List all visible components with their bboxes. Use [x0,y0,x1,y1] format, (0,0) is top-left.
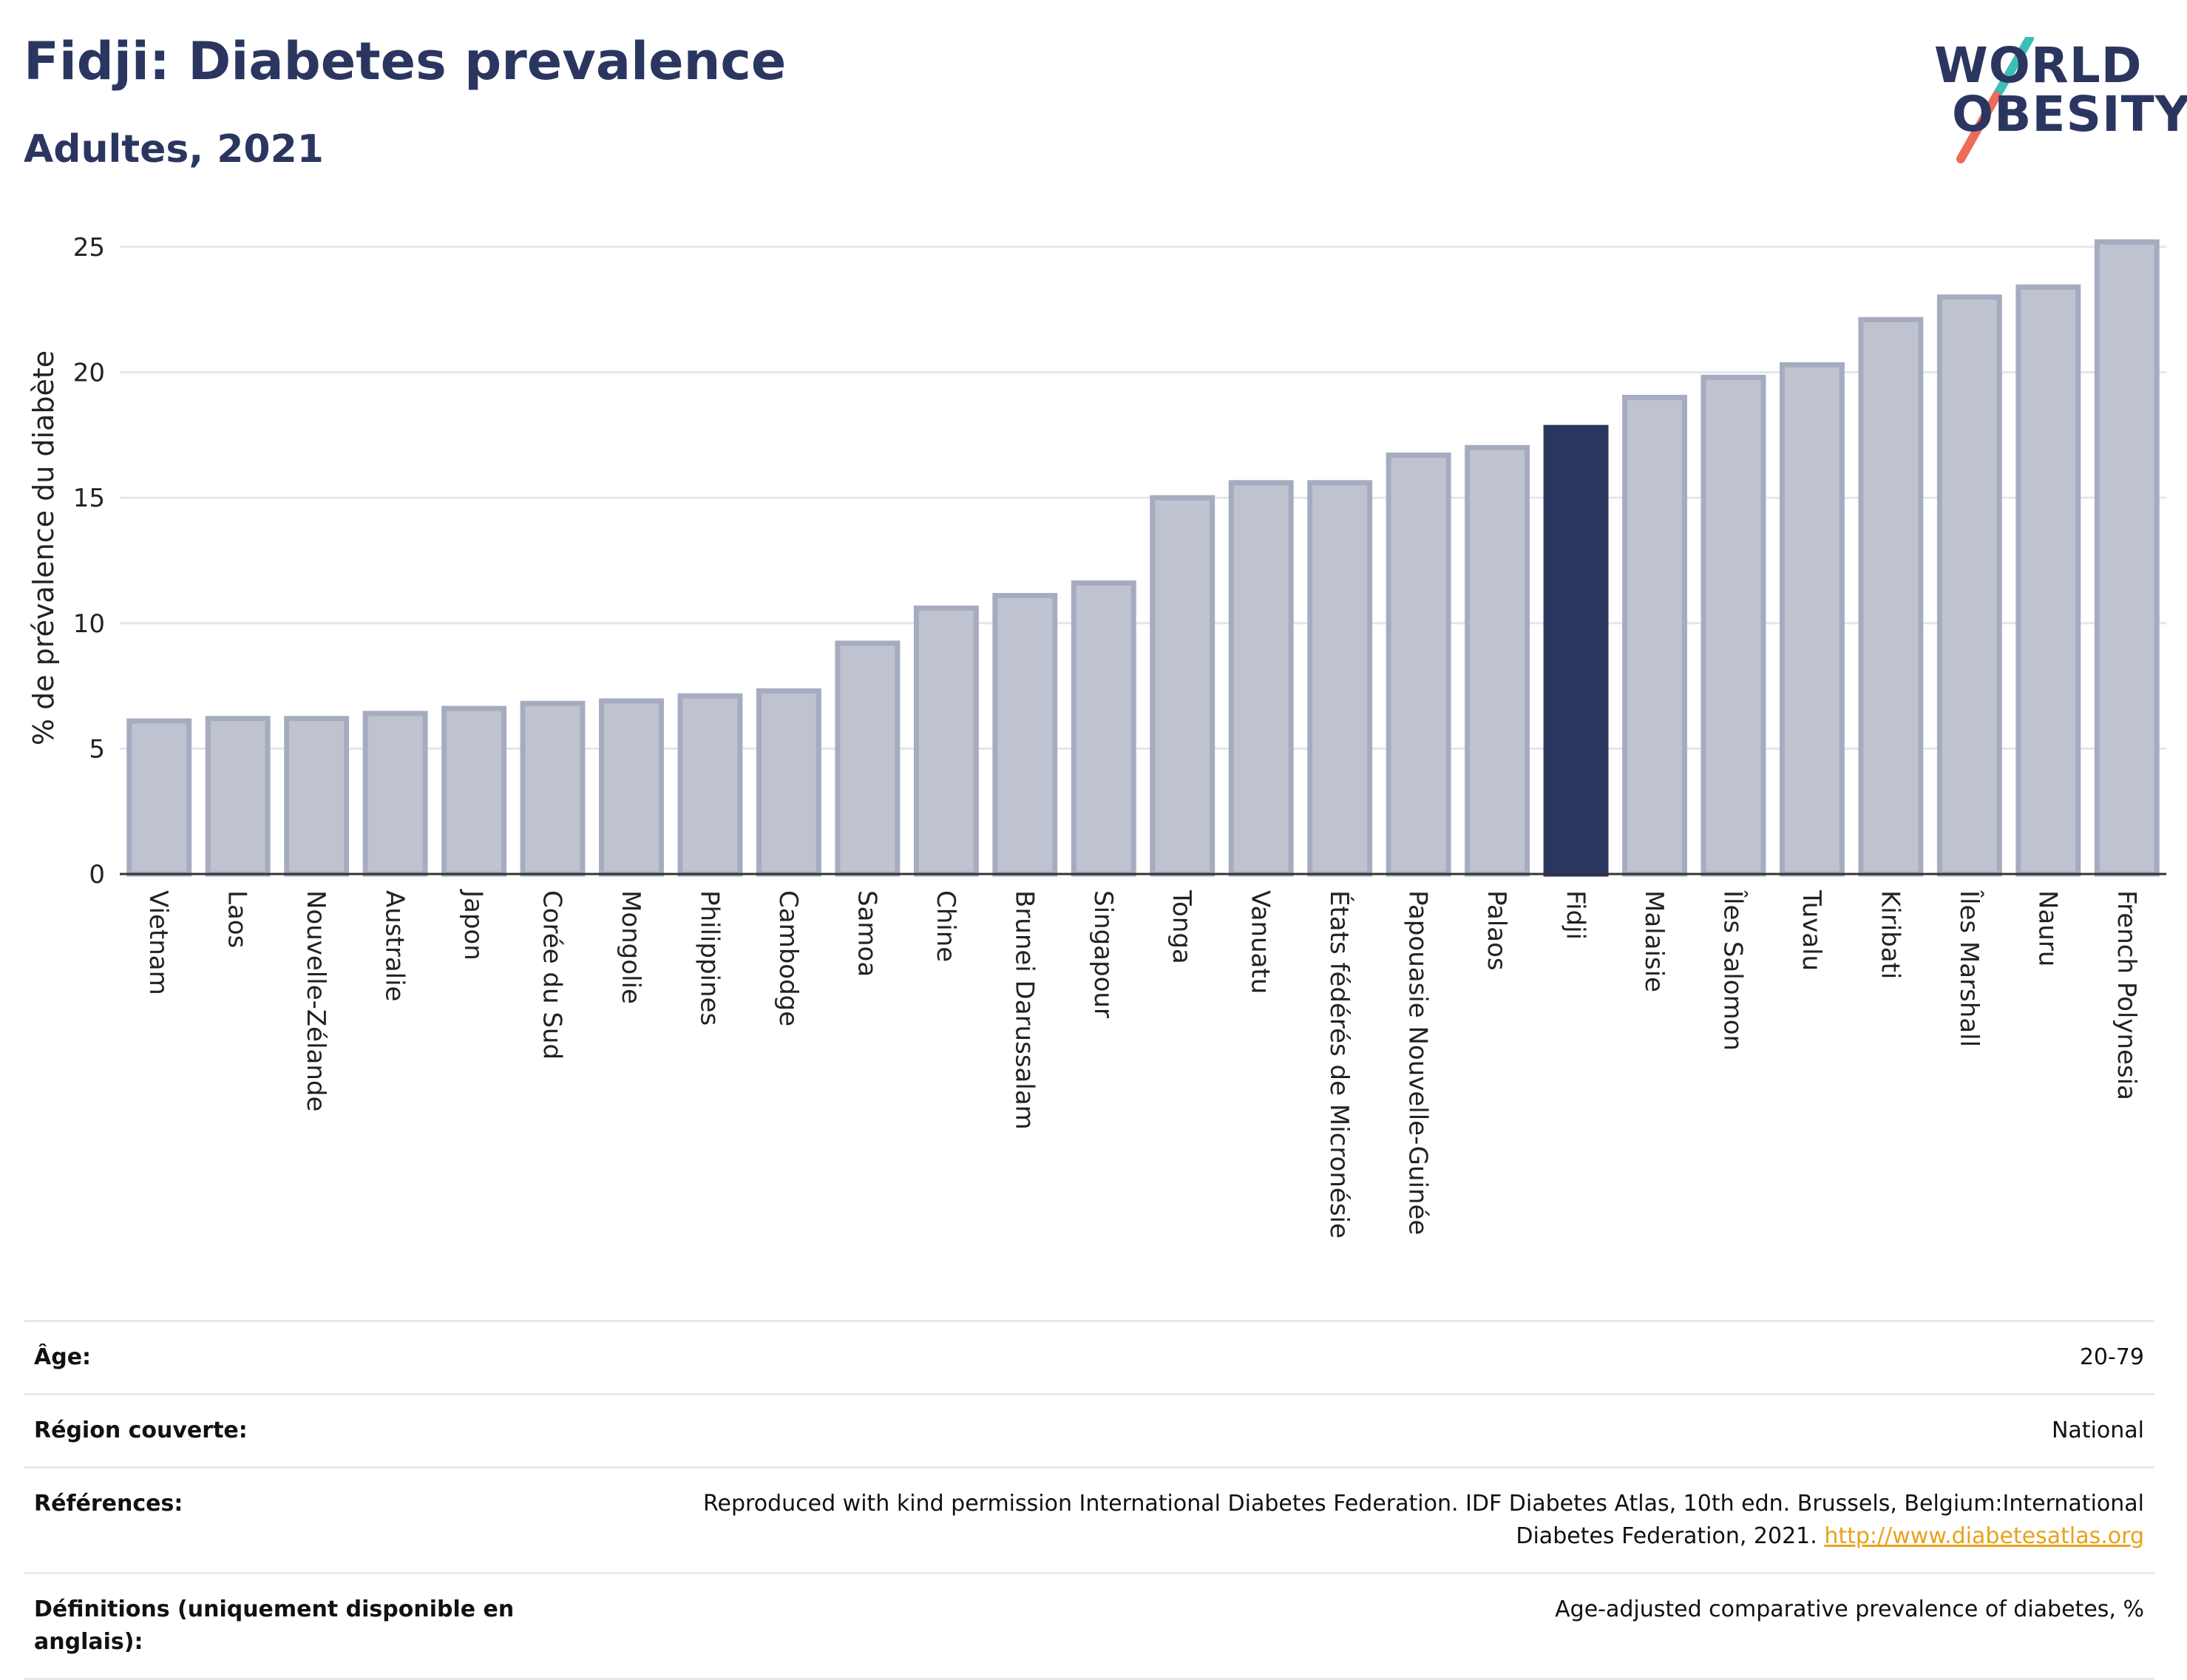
world-obesity-logo: WORLD OBESITY [1930,37,2187,163]
x-tick-label: Tuvalu [1797,890,1826,971]
bar [599,698,664,877]
x-tick-label: Mongolie [616,890,645,1004]
page-title: Fidji: Diabetes prevalence [24,31,787,92]
x-tick-label: Vietnam [143,890,173,995]
bar [284,716,350,877]
bar [1779,362,1845,877]
y-tick-label: 5 [89,734,105,764]
x-tick-label: Tonga [1167,890,1196,964]
bar [1465,444,1530,877]
page-subtitle: Adultes, 2021 [24,127,324,172]
bar [756,688,821,877]
bar [2015,284,2081,877]
bar [362,711,428,877]
logo-slash-icon [1956,37,2034,163]
bars [126,239,2160,877]
bar [126,718,192,877]
x-tick-label: Australie [380,890,410,1001]
x-tick-label: Malaisie [1639,890,1669,992]
reference-link[interactable]: http://www.diabetesatlas.org [1824,1523,2144,1549]
x-tick-label: Samoa [852,890,881,977]
meta-key: Références: [34,1491,183,1517]
x-tick-label: Îles Salomon [1718,890,1748,1051]
bar [205,716,271,877]
x-tick-label: Îles Marshall [1954,890,1984,1047]
bar [992,592,1058,877]
bar [520,700,586,877]
bar [1071,580,1136,877]
bar [441,705,507,877]
y-tick-label: 25 [73,233,105,262]
meta-row-region: Région couverte: National [24,1393,2154,1466]
meta-row-definitions: Définitions (uniquement disponible en an… [24,1572,2154,1680]
x-tick-label: Chine [931,890,960,962]
x-tick-label: Nauru [2032,890,2062,966]
x-tick-label: Philippines [694,890,724,1026]
meta-value: Age-adjusted comparative prevalence of d… [1555,1596,2144,1622]
meta-key: Région couverte: [34,1418,248,1443]
x-tick-label: États fédérés de Micronésie [1324,890,1354,1239]
metadata-table: Âge: 20-79 Région couverte: National Réf… [24,1320,2154,1680]
bar [1307,480,1373,877]
meta-value: 20-79 [2079,1344,2144,1370]
bar [1386,452,1451,877]
bar [913,605,979,877]
x-tick-label: French Polynesia [2112,890,2141,1100]
bar [835,640,901,877]
bar [1150,495,1215,877]
logo-text-obesity: OBESITY [1952,86,2187,143]
x-tick-label: Kiribati [1875,890,1905,979]
meta-row-age: Âge: 20-79 [24,1320,2154,1393]
bar [677,693,743,877]
x-tick-label: Corée du Sud [538,890,567,1060]
x-tick-labels: Vietnam Laos Nouvelle-Zélande Australie Japo… [143,889,2141,1239]
y-tick-label: 15 [73,484,105,513]
bar [2094,239,2160,877]
x-tick-label: Brunei Darussalam [1009,890,1039,1130]
x-tick-label: Fidji [1561,890,1590,940]
y-tick-labels: 0 5 10 15 20 25 [73,233,105,890]
reference-text: Reproduced with kind permission Internat… [703,1491,2144,1549]
x-tick-label: Vanuatu [1246,890,1275,994]
meta-key: Âge: [34,1344,92,1370]
meta-key: Définitions (uniquement disponible en an… [34,1596,515,1655]
x-tick-label: Japon [458,889,488,961]
x-tick-label: Cambodge [773,890,803,1026]
y-tick-label: 0 [89,860,105,890]
x-tick-label: Papouasie Nouvelle-Guinée [1403,890,1433,1235]
y-axis-label: % de prévalence du diabète [27,350,60,745]
bar [1858,316,1924,877]
bar [1936,294,2002,877]
bar [1701,374,1766,877]
y-tick-label: 20 [73,359,105,388]
meta-value: Reproduced with kind permission Internat… [628,1488,2144,1553]
bar-chart: 0 5 10 15 20 25 Vietnam Laos Nouvelle-Zélande Au… [27,233,2166,1239]
bar [1622,394,1687,877]
bar [1228,480,1294,877]
x-tick-label: Palaos [1482,890,1511,971]
bar-highlight [1543,424,1609,877]
x-tick-label: Laos [223,890,252,948]
y-tick-label: 10 [73,609,105,639]
meta-value: National [2051,1418,2144,1443]
meta-row-references: Références: Reproduced with kind permiss… [24,1466,2154,1572]
x-tick-label: Nouvelle-Zélande [301,890,330,1111]
logo-text-world: WORLD [1934,37,2143,94]
x-tick-label: Singapour [1088,890,1118,1018]
